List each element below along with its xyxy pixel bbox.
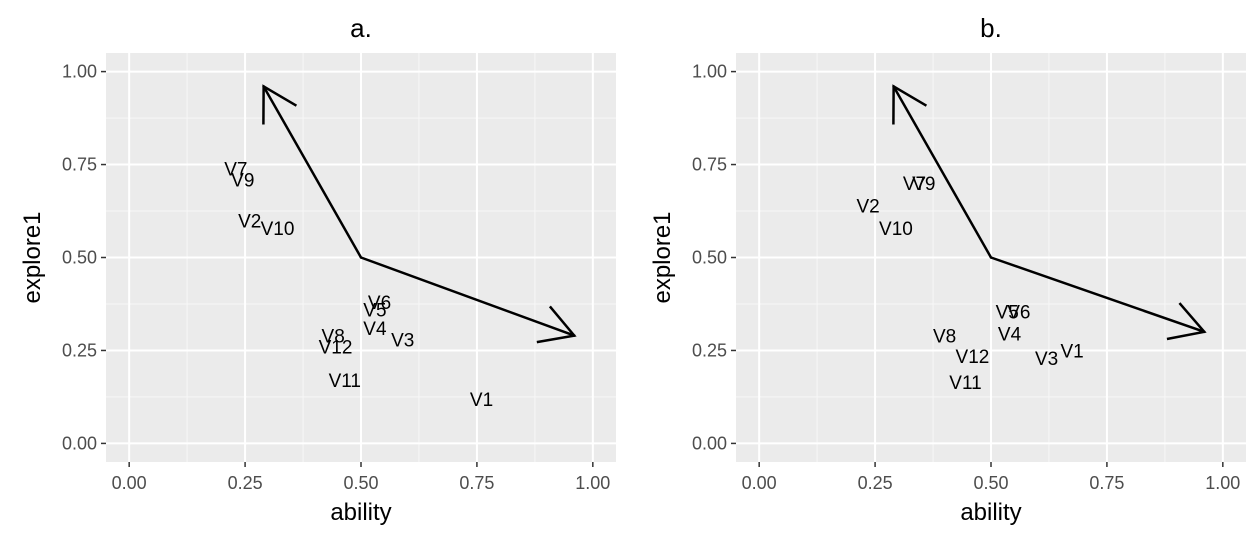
point-label-v8: V8 <box>322 327 345 348</box>
loading-arrow-shaft <box>989 256 1206 334</box>
x-tick-label: 0.75 <box>1089 473 1124 493</box>
y-axis-label: explore1 <box>19 211 46 303</box>
x-tick-label: 0.25 <box>228 473 263 493</box>
y-axis-label: explore1 <box>649 211 676 303</box>
point-label-v7: V7 <box>224 159 247 180</box>
point-label-v8: V8 <box>933 327 956 348</box>
x-tick-label: 0.00 <box>112 473 147 493</box>
x-axis-label: ability <box>960 499 1021 526</box>
y-tick-label: 0.75 <box>62 155 97 175</box>
point-label-v11: V11 <box>949 373 981 394</box>
y-tick-label: 0.25 <box>62 340 97 360</box>
point-label-v6: V6 <box>1007 302 1030 323</box>
point-label-v2: V2 <box>238 211 261 232</box>
point-label-v7: V7 <box>903 174 926 195</box>
point-label-v9: V9 <box>912 174 935 195</box>
point-label-v5: V5 <box>363 301 386 322</box>
point-label-v4: V4 <box>998 325 1022 346</box>
point-label-v12: V12 <box>319 338 353 359</box>
y-tick-label: 1.00 <box>62 62 97 82</box>
point-label-v5: V5 <box>996 302 1019 323</box>
panel-2: 0.00 0.25 0.50 0.75 1.00 0.00 0.25 0.50 0.75 1.00… <box>649 13 1246 526</box>
loading-arrow-head <box>536 305 577 344</box>
panel-title: b. <box>980 13 1002 43</box>
point-label-v10: V10 <box>879 219 913 240</box>
y-tick-label: 0.50 <box>692 248 727 268</box>
point-label-v3: V3 <box>1035 349 1058 370</box>
loading-arrow-shaft <box>892 85 993 259</box>
point-label-v12: V12 <box>956 347 990 368</box>
point-label-v11: V11 <box>329 371 361 392</box>
x-tick-label: 0.50 <box>973 473 1008 493</box>
point-label-v1: V1 <box>470 390 493 411</box>
x-axis-label: ability <box>330 499 391 526</box>
point-label-v10: V10 <box>261 219 295 240</box>
y-tick-label: 0.00 <box>62 433 97 453</box>
y-tick-label: 0.75 <box>692 155 727 175</box>
y-tick-label: 0.00 <box>692 433 727 453</box>
x-tick-label: 0.00 <box>742 473 777 493</box>
y-tick-label: 1.00 <box>692 62 727 82</box>
point-label-v9: V9 <box>231 170 254 191</box>
loading-arrow-head <box>892 84 928 125</box>
x-tick-label: 1.00 <box>575 473 610 493</box>
y-tick-label: 0.25 <box>692 340 727 360</box>
point-label-v2: V2 <box>857 196 880 217</box>
x-tick-label: 0.50 <box>343 473 378 493</box>
loading-arrow-head <box>262 84 298 125</box>
y-tick-label: 0.50 <box>62 248 97 268</box>
panel-title: a. <box>350 13 372 43</box>
loading-arrow-shaft <box>359 256 576 337</box>
x-tick-label: 0.25 <box>858 473 893 493</box>
point-label-v4: V4 <box>363 319 387 340</box>
x-tick-label: 0.75 <box>459 473 494 493</box>
point-label-v6: V6 <box>368 293 391 314</box>
x-tick-label: 1.00 <box>1205 473 1240 493</box>
loading-arrow-head <box>1166 302 1207 341</box>
loading-arrow-shaft <box>262 85 363 259</box>
point-label-v3: V3 <box>391 330 414 351</box>
point-label-v1: V1 <box>1061 341 1084 362</box>
panel-1: 0.00 0.25 0.50 0.75 1.00 0.00 0.25 0.50 0.75 1.00… <box>19 13 616 526</box>
